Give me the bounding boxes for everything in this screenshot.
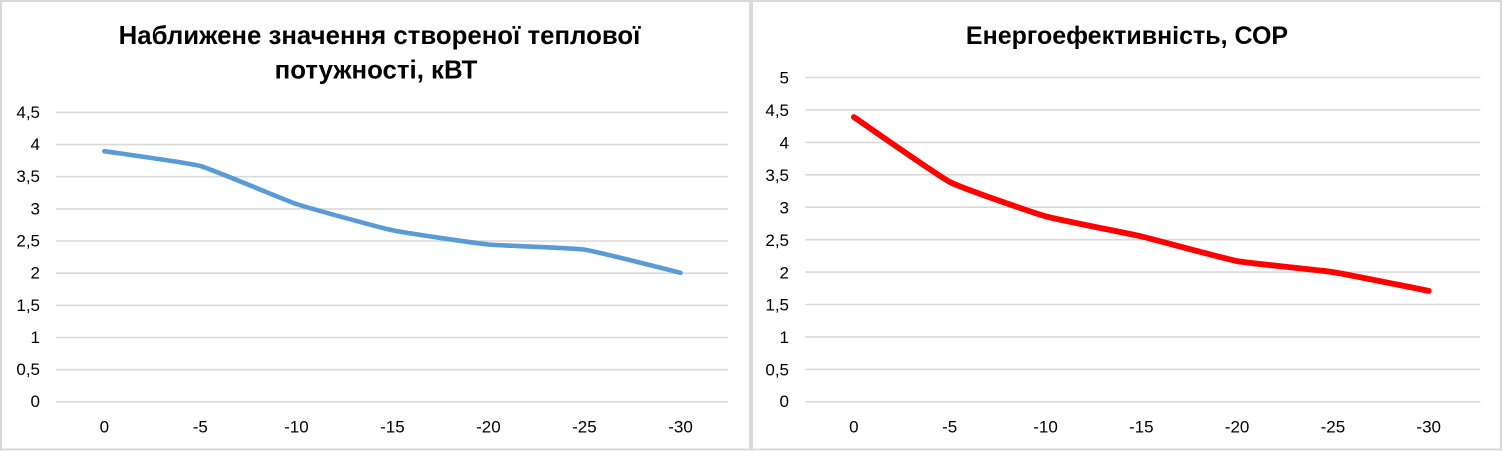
svg-text:2: 2 [31, 264, 40, 283]
svg-text:-25: -25 [1321, 418, 1346, 437]
svg-text:-30: -30 [1416, 418, 1441, 437]
svg-text:3,5: 3,5 [765, 166, 789, 185]
svg-text:3: 3 [31, 199, 40, 218]
svg-text:-20: -20 [1225, 418, 1250, 437]
svg-text:Енергоефективність, СОР: Енергоефективність, СОР [966, 22, 1288, 50]
svg-text:-20: -20 [476, 418, 501, 437]
svg-text:3: 3 [780, 198, 789, 217]
svg-text:-5: -5 [942, 418, 957, 437]
svg-text:5: 5 [780, 69, 789, 88]
svg-text:-30: -30 [668, 418, 693, 437]
svg-text:4: 4 [31, 135, 40, 154]
svg-text:потужності, кВТ: потужності, кВТ [275, 57, 478, 85]
svg-text:0: 0 [849, 418, 858, 437]
svg-text:Наближене значення створеної т: Наближене значення створеної теплової [119, 22, 641, 50]
svg-text:0: 0 [100, 418, 109, 437]
svg-text:2,5: 2,5 [16, 231, 40, 250]
svg-text:2: 2 [780, 263, 789, 282]
svg-text:1: 1 [780, 328, 789, 347]
svg-text:1,5: 1,5 [16, 296, 40, 315]
svg-text:-5: -5 [193, 418, 208, 437]
svg-text:0,5: 0,5 [16, 360, 40, 379]
svg-text:0: 0 [780, 392, 789, 411]
svg-text:4,5: 4,5 [765, 101, 789, 120]
svg-text:0,5: 0,5 [765, 361, 789, 380]
svg-text:2,5: 2,5 [765, 231, 789, 250]
svg-text:4,5: 4,5 [16, 103, 40, 122]
svg-text:1: 1 [31, 328, 40, 347]
svg-text:3,5: 3,5 [16, 167, 40, 186]
svg-text:0: 0 [31, 392, 40, 411]
svg-text:-25: -25 [572, 418, 597, 437]
svg-text:-10: -10 [1033, 418, 1058, 437]
svg-text:-15: -15 [380, 418, 405, 437]
svg-text:1,5: 1,5 [765, 296, 789, 315]
svg-text:4: 4 [780, 134, 789, 153]
svg-text:-10: -10 [284, 418, 309, 437]
svg-text:-15: -15 [1129, 418, 1154, 437]
